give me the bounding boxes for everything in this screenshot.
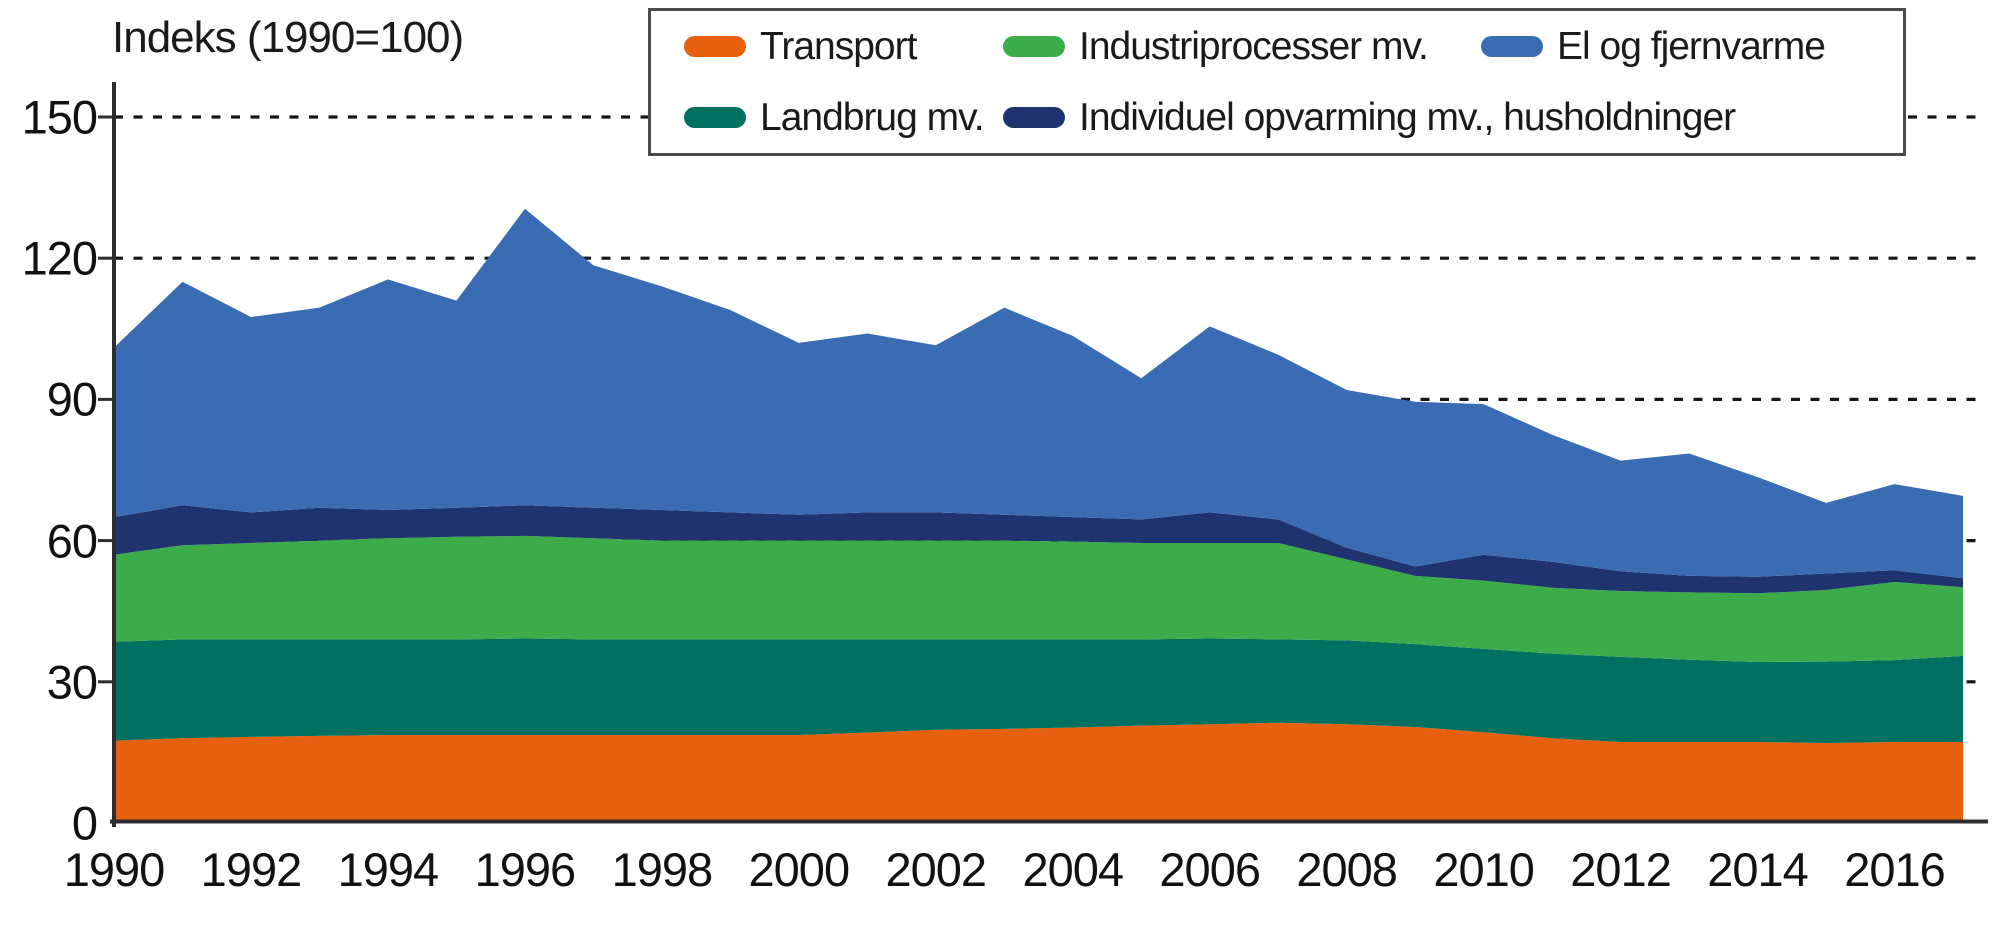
legend-item-el: El og fjernvarme — [1481, 25, 1903, 69]
y-axis-label-120: 120 — [21, 231, 98, 285]
area-landbrug — [114, 638, 1963, 743]
x-axis-label-1994: 1994 — [337, 843, 440, 896]
x-axis-label-2006: 2006 — [1159, 843, 1261, 896]
x-axis-label-1996: 1996 — [474, 843, 577, 896]
x-axis-label-2010: 2010 — [1433, 843, 1535, 896]
legend: Transport Industriprocesser mv. El og fjer… — [648, 8, 1906, 156]
y-axis-label-90: 90 — [46, 372, 98, 426]
legend-swatch-el — [1481, 36, 1543, 57]
legend-label-individuel: Individuel opvarming mv., husholdninger — [1079, 95, 1736, 139]
legend-item-industri: Industriprocesser mv. — [1003, 25, 1481, 69]
legend-label-landbrug: Landbrug mv. — [760, 95, 985, 139]
x-axis-label-2008: 2008 — [1296, 843, 1398, 896]
legend-item-landbrug: Landbrug mv. — [684, 96, 1003, 140]
y-axis-label-0: 0 — [71, 796, 98, 850]
y-axis-label-30: 30 — [46, 655, 98, 709]
y-axis-label-60: 60 — [46, 514, 98, 568]
legend-item-transport: Transport — [684, 25, 1003, 69]
legend-swatch-landbrug — [684, 107, 746, 128]
x-axis-label-2014: 2014 — [1707, 843, 1809, 896]
legend-swatch-industri — [1003, 36, 1065, 57]
x-axis-label-2016: 2016 — [1844, 843, 1946, 896]
x-axis-label-1992: 1992 — [200, 843, 303, 896]
chart-title: Indeks (1990=100) — [112, 13, 464, 62]
legend-label-transport: Transport — [760, 24, 917, 68]
legend-item-individuel: Individuel opvarming mv., husholdninger — [1003, 96, 1903, 140]
legend-swatch-individuel — [1003, 107, 1065, 128]
x-axis-label-2004: 2004 — [1022, 843, 1124, 896]
area-industri — [114, 535, 1963, 662]
legend-swatch-transport — [684, 36, 746, 57]
x-axis-label-2012: 2012 — [1570, 843, 1672, 896]
area-el — [114, 208, 1963, 579]
x-axis-label-1998: 1998 — [611, 843, 714, 896]
area-transport — [114, 722, 1963, 823]
legend-label-el: El og fjernvarme — [1557, 24, 1826, 68]
x-axis-label-1990: 1990 — [63, 843, 166, 896]
area-individuel — [114, 505, 1963, 594]
y-axis-label-150: 150 — [21, 90, 98, 144]
x-axis-label-2002: 2002 — [885, 843, 987, 896]
legend-label-industri: Industriprocesser mv. — [1079, 24, 1429, 68]
x-axis-label-2000: 2000 — [748, 843, 851, 896]
